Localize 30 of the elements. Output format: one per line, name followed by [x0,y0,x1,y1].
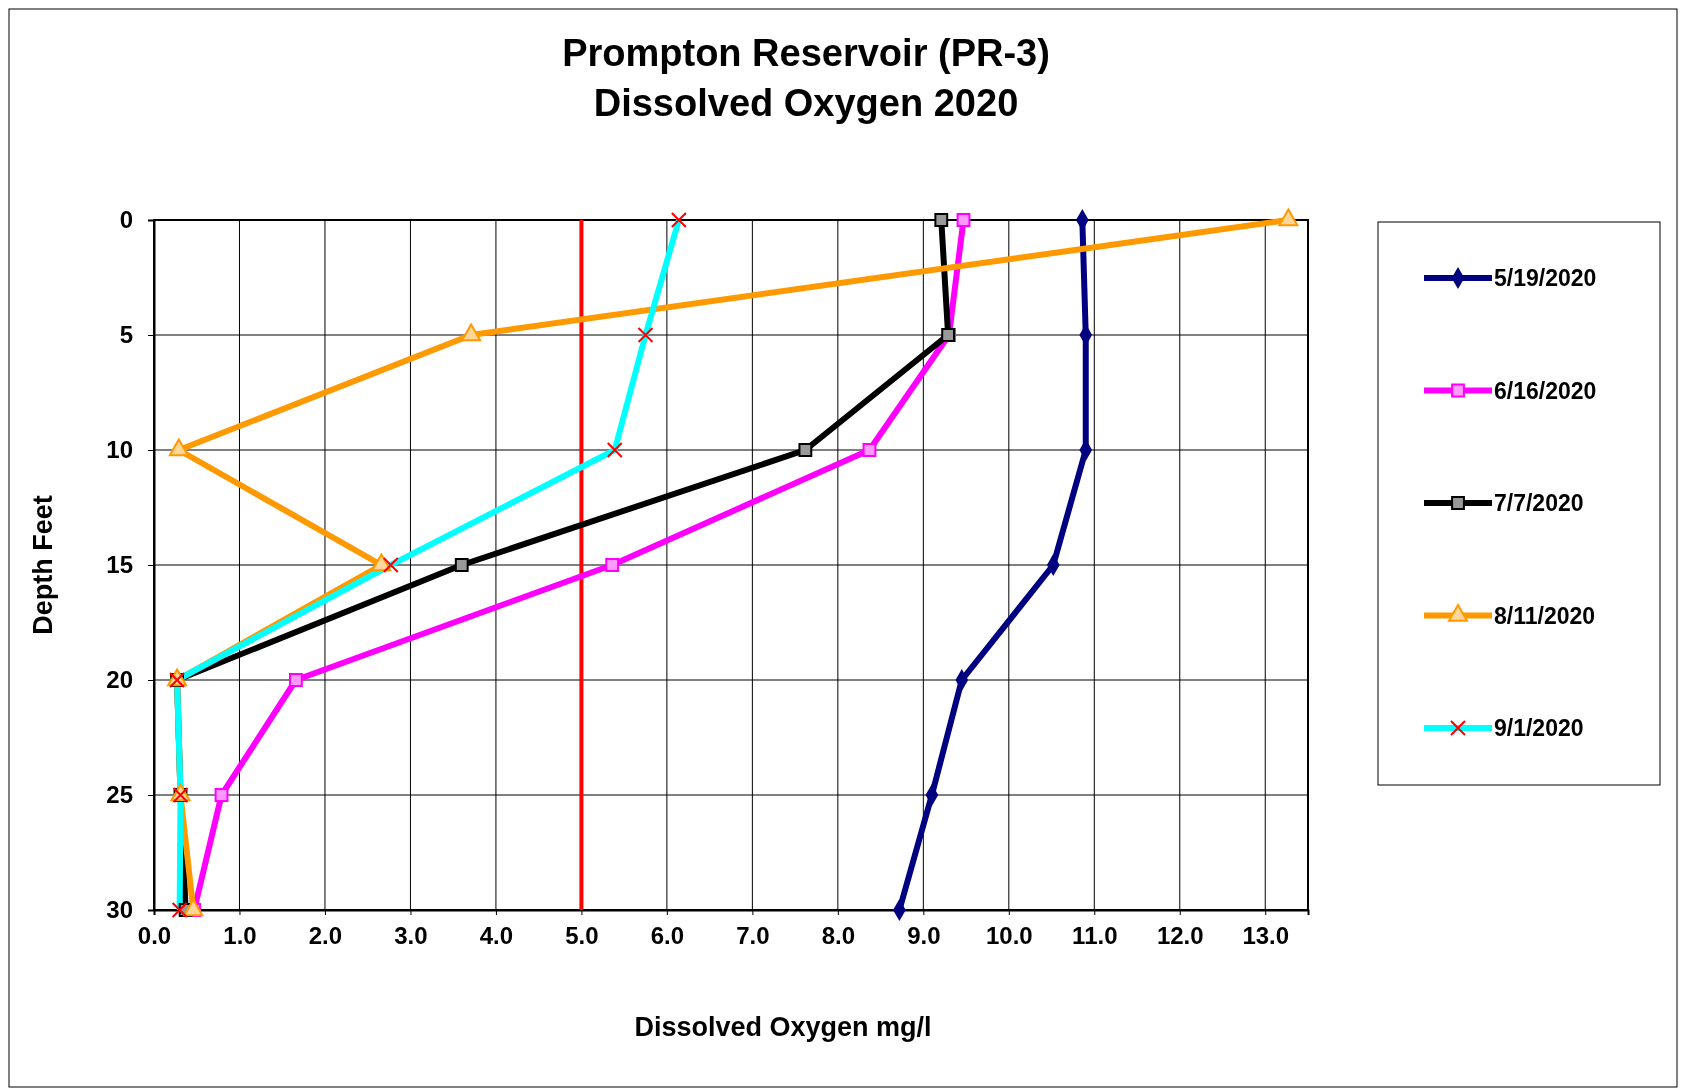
x-tick-label: 6.0 [650,922,685,950]
x-tick-label: 12.0 [1156,922,1204,950]
x-tick-label: 13.0 [1242,922,1290,950]
y-tick-label: 5 [119,321,133,349]
x-tick-label: 11.0 [1072,922,1118,950]
x-tick-label: 7.0 [736,922,770,950]
x-tick-label: 3.0 [394,922,428,950]
legend-label: 5/19/2020 [1494,265,1597,291]
legend-label: 9/1/2020 [1494,715,1584,741]
x-tick-label: 2.0 [308,922,343,950]
legend-label: 7/7/2020 [1494,490,1584,516]
y-tick-label: 30 [106,896,133,924]
y-axis-title: Depth Feet [28,495,58,635]
y-tick-label: 15 [106,551,133,579]
x-tick-label: 5.0 [565,922,599,950]
y-tick-label: 0 [119,206,133,234]
y-tick-label: 25 [106,781,133,809]
legend-label: 6/16/2020 [1494,377,1597,404]
x-tick-label: 0.0 [137,922,172,950]
chart-title: Prompton Reservoir (PR-3) [562,32,1050,74]
legend-label: 8/11/2020 [1494,602,1596,629]
x-axis-title: Dissolved Oxygen mg/l [634,1012,932,1042]
x-tick-label: 10.0 [985,922,1033,950]
chart-subtitle: Dissolved Oxygen 2020 [593,82,1019,124]
x-tick-label: 1.0 [223,922,257,950]
y-tick-label: 20 [106,666,133,694]
y-tick-label: 10 [106,436,133,464]
x-tick-label: 4.0 [479,922,514,950]
x-tick-label: 8.0 [821,922,856,950]
x-tick-label: 9.0 [907,922,941,950]
